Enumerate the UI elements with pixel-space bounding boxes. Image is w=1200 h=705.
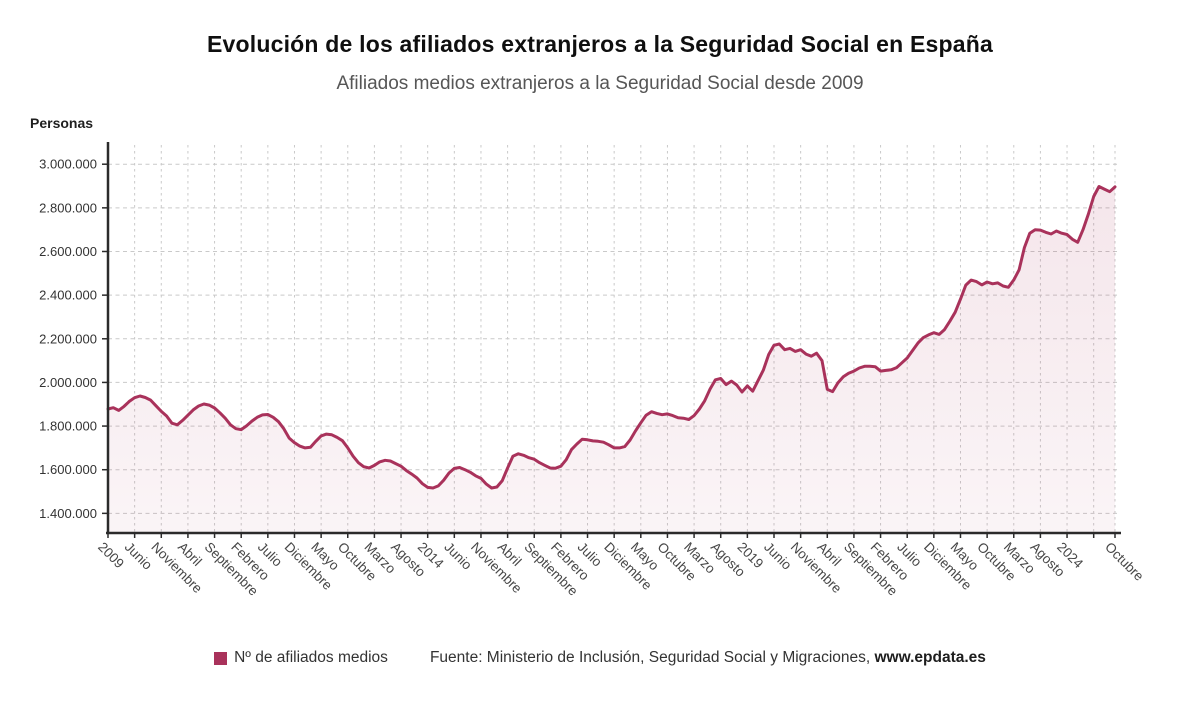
source-link[interactable]: www.epdata.es: [874, 649, 986, 666]
y-tick-label: 1.600.000: [39, 462, 97, 477]
axes: [102, 142, 1121, 538]
source-line: Fuente: Ministerio de Inclusión, Segurid…: [430, 649, 986, 667]
chart-area: [108, 186, 1115, 533]
x-tick-label: Junio: [441, 539, 474, 572]
y-tick-label: 2.000.000: [39, 375, 97, 390]
y-tick-label: 2.600.000: [39, 244, 97, 259]
legend-item[interactable]: Nº de afiliados medios: [214, 649, 388, 667]
x-tick-label: 2009: [95, 539, 127, 571]
y-tick-label: 2.800.000: [39, 200, 97, 215]
y-tick-label: 1.400.000: [39, 506, 97, 521]
y-tick-labels: 3.000.000 2.800.000 2.600.000 2.400.000 2.20…: [39, 157, 97, 521]
chart-footer: Nº de afiliados medios Fuente: Ministeri…: [0, 649, 1200, 667]
page-title: Evolución de los afiliados extranjeros a…: [206, 31, 994, 57]
source-text: Fuente: Ministerio de Inclusión, Segurid…: [429, 649, 875, 666]
legend-label: Nº de afiliados medios: [234, 649, 388, 666]
x-tick-label: Junio: [761, 539, 794, 572]
page-subtitle: Afiliados medios extranjeros a la Seguri…: [336, 73, 864, 94]
y-axis-title: Personas: [30, 115, 94, 131]
y-tick-label: 2.400.000: [39, 288, 97, 303]
x-tick-label: Octubre: [1102, 539, 1147, 584]
chart-line[interactable]: [106, 185, 1117, 490]
x-tick-labels: 2009JunioNoviembreAbrilSeptiembreFebrero…: [95, 539, 1147, 598]
y-tick-label: 1.800.000: [39, 419, 97, 434]
y-tick-label: 3.000.000: [39, 157, 97, 172]
legend-swatch-icon: [214, 651, 228, 665]
y-tick-label: 2.200.000: [39, 331, 97, 346]
x-tick-label: Junio: [122, 539, 155, 572]
